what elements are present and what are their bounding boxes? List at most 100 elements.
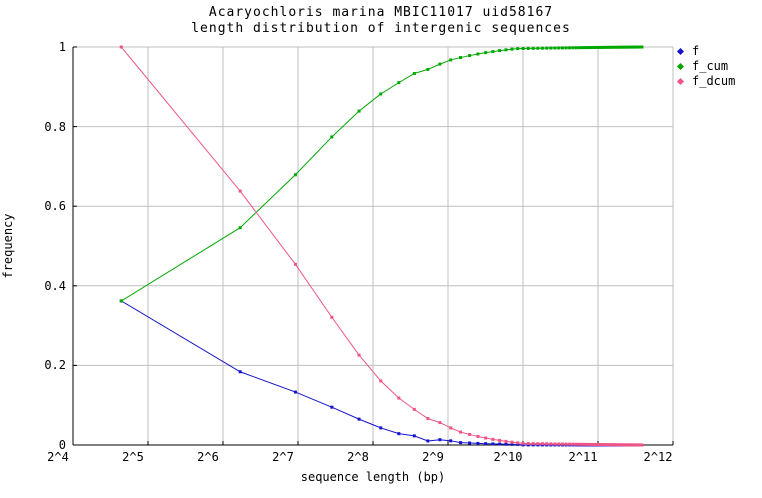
series-f-dcum-marker bbox=[491, 437, 495, 441]
series-f-dcum-marker bbox=[357, 353, 361, 357]
series-f-dcum-marker bbox=[498, 438, 502, 442]
series-f-cum-marker bbox=[571, 46, 575, 50]
series-f-cum-marker bbox=[610, 45, 614, 49]
series-f-cum-marker bbox=[577, 46, 581, 50]
series-f-cum-marker bbox=[536, 46, 540, 50]
series-f-cum-marker bbox=[484, 51, 488, 55]
series-f-cum-marker bbox=[638, 45, 642, 49]
series-f-dcum-line bbox=[120, 46, 642, 446]
series-f-cum-marker bbox=[438, 62, 442, 66]
x-tick-label: 2^12 bbox=[643, 450, 673, 464]
series-f-marker bbox=[412, 434, 416, 438]
x-tick-label: 2^11 bbox=[568, 450, 598, 464]
series-f-dcum-marker bbox=[526, 442, 530, 445]
series-f-dcum-marker bbox=[545, 442, 549, 446]
series-f-cum-marker bbox=[521, 47, 525, 50]
series-f-cum-marker bbox=[357, 109, 361, 113]
series-f-cum-marker bbox=[510, 47, 514, 51]
series-f-dcum-marker bbox=[293, 262, 297, 266]
series-f-marker bbox=[484, 442, 488, 446]
series-f-dcum-marker bbox=[597, 443, 601, 447]
series-f-cum-marker bbox=[597, 45, 601, 49]
series-f-line bbox=[121, 300, 642, 446]
series-f-dcum-marker bbox=[571, 442, 575, 446]
series-f-dcum-marker bbox=[521, 441, 525, 445]
series-f-cum-marker bbox=[498, 49, 502, 53]
series-f-cum-marker bbox=[459, 56, 463, 60]
series-f-cum-marker bbox=[540, 46, 544, 50]
series-f-cum-marker bbox=[589, 46, 593, 50]
series-f-dcum-marker bbox=[468, 432, 472, 436]
series-f-marker bbox=[357, 417, 361, 421]
series-f-cum-marker bbox=[633, 45, 637, 49]
series-f-dcum-marker bbox=[459, 430, 463, 434]
series-f-cum-marker bbox=[293, 173, 297, 177]
series-f-dcum-marker bbox=[589, 442, 593, 446]
series-f-dcum-marker bbox=[568, 442, 572, 446]
series-f-cum-marker bbox=[238, 226, 242, 230]
legend-label: f bbox=[692, 44, 700, 58]
series-f-marker bbox=[379, 426, 383, 430]
y-tick-label: 0.2 bbox=[44, 358, 66, 373]
series-f-dcum-marker bbox=[449, 426, 453, 430]
x-tick-label: 2^6 bbox=[197, 450, 219, 464]
series-f-dcum-marker bbox=[619, 443, 623, 447]
series-f-cum-marker bbox=[629, 45, 633, 49]
series-f-cum-marker bbox=[119, 299, 123, 303]
series-f-dcum-marker bbox=[484, 436, 488, 440]
series-f-cum-marker bbox=[605, 45, 609, 49]
series-f-marker bbox=[449, 439, 453, 443]
series-f-dcum-marker bbox=[119, 45, 123, 49]
series-f-dcum-marker bbox=[426, 417, 430, 421]
series-f-cum-marker bbox=[516, 47, 520, 51]
series-f-dcum-marker bbox=[607, 443, 611, 447]
series-f-cum-marker bbox=[379, 92, 383, 96]
series-f-dcum-marker bbox=[379, 379, 383, 383]
x-tick-label: 2^9 bbox=[422, 450, 444, 464]
series-f-dcum-marker bbox=[625, 443, 629, 447]
series-f-marker bbox=[438, 438, 442, 442]
x-tick-label: 2^10 bbox=[493, 450, 523, 464]
x-tick-label: 2^4 bbox=[47, 450, 69, 464]
series-f-cum-marker bbox=[640, 45, 644, 49]
series-f-dcum-marker bbox=[476, 434, 480, 438]
series-f-dcum-marker bbox=[504, 439, 508, 443]
series-f-dcum-marker bbox=[592, 442, 596, 446]
y-tick-label: 0 bbox=[58, 438, 66, 452]
y-tick-label: 0.4 bbox=[44, 278, 66, 293]
series-f-dcum-marker bbox=[330, 315, 334, 319]
series-f-marker bbox=[426, 439, 430, 443]
series-f-cum-marker bbox=[531, 46, 535, 50]
series-f-marker bbox=[510, 442, 514, 446]
series-f-dcum-marker bbox=[510, 440, 514, 444]
series-f-marker bbox=[491, 442, 495, 446]
series-f-dcum-marker bbox=[540, 442, 544, 446]
series-f-dcum-marker bbox=[516, 441, 520, 445]
series-f-cum-marker bbox=[621, 45, 625, 49]
series-f-dcum-marker bbox=[574, 442, 578, 446]
series-f-cum-marker bbox=[564, 46, 568, 50]
series-f-cum-marker bbox=[526, 46, 530, 50]
series-f-dcum-marker bbox=[633, 443, 637, 447]
series-f-cum-marker bbox=[549, 46, 553, 50]
series-f-cum-marker bbox=[491, 50, 495, 54]
series-f-cum-marker bbox=[584, 46, 588, 50]
series-f-cum-marker bbox=[623, 45, 627, 49]
series-f-dcum-marker bbox=[640, 443, 644, 447]
series-f-marker bbox=[293, 390, 297, 394]
series-f-marker bbox=[498, 442, 502, 446]
series-f-cum-marker bbox=[568, 46, 572, 50]
series-f-dcum-marker bbox=[438, 421, 442, 425]
series-f-cum-marker bbox=[412, 71, 416, 75]
series-f-marker bbox=[459, 441, 463, 445]
series-f-cum-marker bbox=[592, 45, 596, 49]
series-f-marker bbox=[397, 432, 401, 436]
series-f-cum-marker bbox=[607, 45, 611, 49]
series-f-dcum-marker bbox=[616, 443, 620, 447]
series-f-dcum-marker bbox=[623, 443, 627, 447]
series-f-marker bbox=[516, 442, 520, 446]
series-f-cum-marker bbox=[557, 46, 561, 50]
series-f-dcum-marker bbox=[627, 443, 631, 447]
series-f-cum-marker bbox=[553, 46, 557, 50]
series-f-cum-marker bbox=[476, 52, 480, 56]
